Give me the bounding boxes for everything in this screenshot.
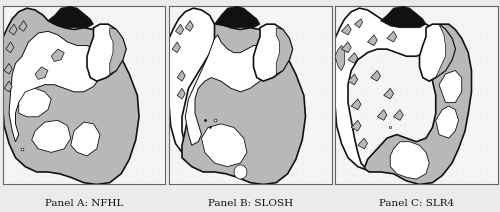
Polygon shape [182,24,306,184]
Polygon shape [351,99,361,110]
Polygon shape [276,28,292,74]
Polygon shape [185,21,194,31]
Polygon shape [169,8,218,152]
Polygon shape [4,63,12,74]
Polygon shape [52,49,64,61]
Polygon shape [110,28,126,74]
Polygon shape [351,120,361,131]
Text: Panel B: SLOSH: Panel B: SLOSH [208,199,293,208]
Polygon shape [378,110,387,120]
Polygon shape [214,6,260,28]
Polygon shape [342,42,351,53]
Polygon shape [19,88,52,117]
Polygon shape [6,42,14,53]
Polygon shape [48,6,94,28]
Polygon shape [2,8,139,184]
Polygon shape [19,21,27,31]
Polygon shape [436,24,456,78]
Polygon shape [9,24,17,35]
Polygon shape [9,31,104,142]
Polygon shape [354,19,362,28]
Polygon shape [335,8,436,170]
Polygon shape [348,53,358,63]
Polygon shape [254,24,292,81]
Polygon shape [87,24,126,81]
Polygon shape [32,120,71,152]
Polygon shape [342,24,351,35]
Text: Panel C: SLR4: Panel C: SLR4 [378,199,454,208]
Polygon shape [348,74,358,85]
Polygon shape [4,81,12,92]
Polygon shape [177,88,185,99]
Polygon shape [202,124,247,167]
Polygon shape [439,70,462,103]
Polygon shape [387,31,397,42]
Polygon shape [177,70,185,81]
Polygon shape [358,138,368,149]
Polygon shape [380,6,426,28]
Polygon shape [384,88,394,99]
Polygon shape [176,24,184,35]
Polygon shape [436,106,458,138]
Polygon shape [371,70,380,81]
Polygon shape [172,42,180,53]
Polygon shape [35,67,48,79]
Polygon shape [234,165,247,179]
Polygon shape [390,142,429,179]
Polygon shape [364,24,472,184]
Polygon shape [394,110,403,120]
Polygon shape [185,35,270,145]
Polygon shape [368,35,378,46]
Polygon shape [335,46,345,70]
Polygon shape [71,122,100,156]
Text: Panel A: NFHL: Panel A: NFHL [44,199,123,208]
Polygon shape [420,24,456,81]
